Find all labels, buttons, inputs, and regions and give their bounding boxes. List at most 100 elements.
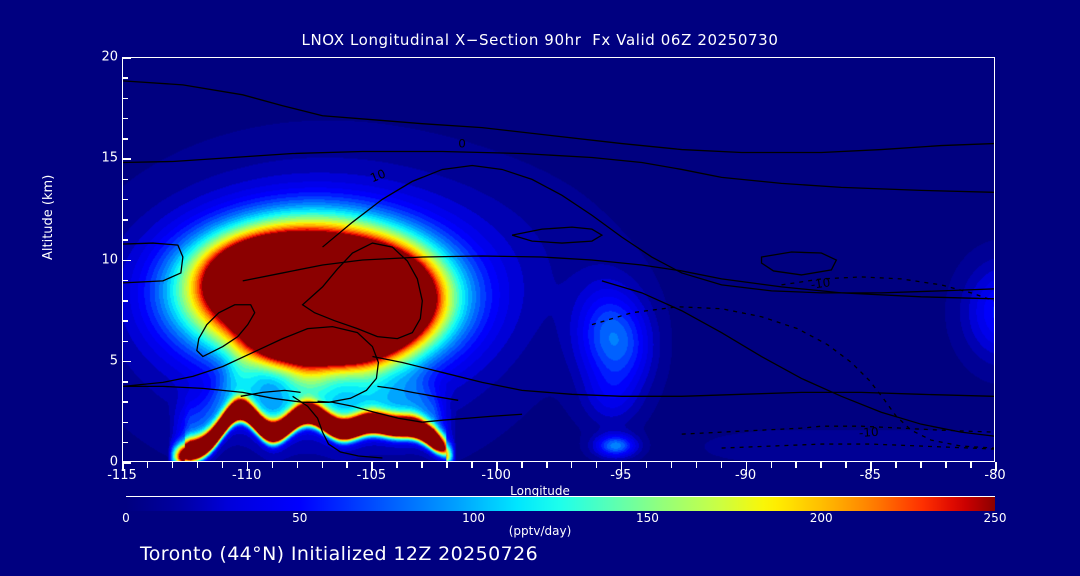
x-tick-mark-minor [895, 462, 897, 468]
y-tick-mark-minor [122, 198, 128, 201]
contour-path-negative [781, 276, 994, 302]
contour-path [372, 355, 994, 397]
contour-path [301, 242, 423, 340]
x-tick-mark-minor [920, 462, 922, 468]
y-tick-mark-minor [122, 279, 128, 282]
colorbar-tick-label: 100 [462, 511, 486, 525]
x-tick-mark-minor [670, 462, 673, 468]
x-tick-mark-minor [595, 462, 598, 468]
contour-label-neg10: -10 [859, 425, 879, 440]
y-tick-label: 10 [101, 252, 118, 267]
colorbar-tick-label: 50 [292, 511, 308, 525]
y-tick-mark-minor [122, 401, 128, 403]
colorbar-tick-label: 250 [983, 511, 1007, 525]
colorbar-tick-label: 150 [635, 511, 659, 525]
x-tick-mark [246, 462, 249, 471]
x-tick-mark [122, 462, 124, 471]
x-tick-label: -110 [231, 468, 262, 483]
x-tick-mark [995, 462, 997, 471]
x-tick-mark-minor [471, 462, 473, 468]
y-tick-mark-minor [122, 340, 128, 342]
x-tick-mark-minor [321, 462, 324, 468]
y-tick-mark-minor [122, 77, 128, 79]
y-tick-mark-minor [122, 441, 128, 444]
y-tick-mark-minor [122, 300, 128, 302]
contour-path-negative [681, 425, 994, 435]
x-tick-mark-minor [645, 462, 648, 468]
x-tick-mark-minor [945, 462, 947, 468]
contour-path [317, 400, 423, 423]
contour-path [377, 385, 459, 401]
y-tick-mark-minor [122, 97, 128, 99]
x-tick-mark [620, 462, 623, 471]
x-tick-mark-minor [146, 462, 149, 468]
y-tick-mark-minor [122, 381, 128, 383]
x-tick-label: -115 [107, 468, 137, 483]
x-tick-mark-minor [795, 462, 797, 468]
x-tick-mark-minor [396, 462, 398, 468]
colorbar [126, 496, 995, 511]
x-tick-label: -95 [610, 468, 632, 483]
x-tick-mark-minor [521, 462, 523, 468]
contour-path-negative [591, 306, 994, 449]
contour-path [601, 280, 994, 437]
y-tick-mark-minor [122, 138, 128, 140]
y-tick-mark [122, 360, 131, 363]
y-tick-mark-minor [122, 219, 128, 221]
x-tick-mark [371, 462, 373, 471]
x-tick-mark-minor [970, 462, 972, 468]
y-tick-mark [122, 462, 131, 464]
y-tick-mark-minor [122, 117, 128, 120]
x-tick-mark-minor [421, 462, 423, 468]
contour-label-10: 10 [368, 167, 387, 186]
chart-footer: Toronto (44°N) Initialized 12Z 20250726 [140, 543, 539, 565]
contour-label-neg10: -10 [810, 275, 831, 292]
x-tick-mark-minor [570, 462, 573, 468]
contour-path [292, 395, 383, 459]
chart-title: LNOX Longitudinal X−Section 90hr Fx Vali… [301, 31, 779, 49]
y-tick-mark [122, 259, 131, 261]
colorbar-ticks: 0 50 100 150 200 250 [0, 511, 1080, 529]
x-axis-label: Longitude [510, 484, 570, 498]
x-tick-label: -100 [481, 468, 511, 483]
y-tick-mark-minor [122, 421, 128, 423]
y-tick-mark-minor [122, 239, 128, 241]
x-tick-mark-minor [196, 462, 199, 468]
contour-path-negative [721, 443, 994, 450]
y-tick-label: 5 [109, 353, 118, 369]
y-tick-mark-minor [122, 178, 128, 180]
x-tick-mark-minor [446, 462, 448, 468]
contour-path [123, 326, 380, 403]
x-axis-ticks: -115 -110 -105 -100 -95 -90 -85 -80 [0, 468, 1080, 488]
contour-path [123, 150, 994, 193]
x-tick-mark-minor [720, 462, 723, 468]
contour-path [242, 255, 994, 300]
x-tick-mark [745, 462, 748, 471]
contour-label-0: 0 [458, 137, 466, 151]
x-tick-label: -90 [734, 468, 757, 483]
contour-path [322, 164, 994, 294]
y-tick-label: 0 [109, 454, 118, 470]
colorbar-tick-label: 200 [809, 511, 833, 525]
x-tick-mark-minor [845, 462, 847, 468]
x-tick-mark-minor [271, 462, 274, 468]
x-tick-label: -85 [859, 468, 881, 483]
x-tick-mark-minor [695, 462, 698, 468]
contour-path [123, 242, 184, 284]
contour-path [240, 389, 301, 397]
contour-path [123, 80, 994, 154]
contour-path [422, 413, 523, 423]
contour-path [511, 226, 604, 244]
y-tick-mark [122, 158, 131, 160]
y-axis-label: Altitude (km) [41, 174, 56, 260]
x-tick-mark-minor [296, 462, 299, 468]
x-tick-label: -105 [356, 468, 387, 483]
x-tick-mark-minor [221, 462, 224, 468]
y-tick-label: 15 [101, 150, 118, 166]
plot-area: 10 0 -10 -10 [122, 57, 995, 462]
x-tick-mark-minor [171, 462, 174, 468]
colorbar-units: (pptv/day) [508, 524, 572, 538]
x-tick-mark-minor [346, 462, 348, 468]
y-tick-mark [122, 57, 131, 59]
